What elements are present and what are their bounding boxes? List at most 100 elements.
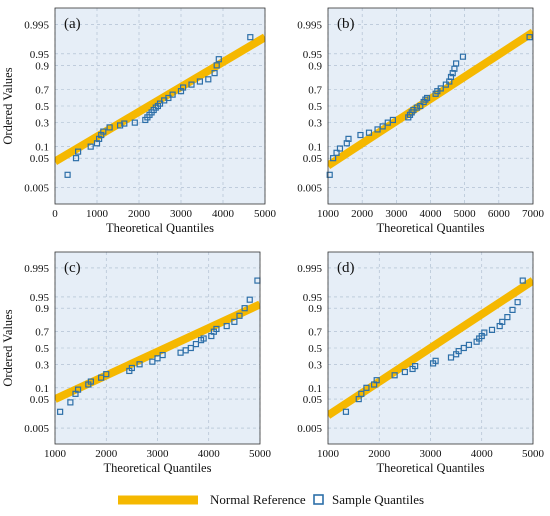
sample-quantile-point [437, 85, 444, 92]
y-tick-label: 0.005 [24, 423, 49, 435]
y-tick-label: 0.995 [297, 19, 322, 31]
sample-quantile-point [211, 70, 218, 77]
y-axis-label: Ordered Values [1, 309, 15, 386]
sample-quantile-point [453, 60, 460, 67]
x-tick-label: 2000 [368, 448, 391, 460]
sample-quantile-point [67, 399, 74, 406]
y-tick-label: 0.5 [308, 343, 322, 355]
y-tick-label: 0.3 [308, 118, 322, 130]
x-tick-label: 3000 [170, 208, 193, 220]
y-tick-label: 0.7 [308, 327, 322, 339]
y-tick-label: 0.05 [303, 394, 323, 406]
sample-quantile-point [241, 305, 248, 312]
sample-quantile-point [330, 155, 337, 162]
sample-quantile-point [74, 148, 82, 155]
x-tick-label: 1000 [317, 448, 340, 460]
sample-quantile-point [488, 326, 496, 333]
panels: 0 1000 2000 3000 4000 5000 0.005 0.05 0.1 0.3 0.5 0… [1, 7, 545, 475]
sample-quantile-point [180, 84, 187, 91]
sample-quantile-point [149, 358, 156, 365]
sample-quantile-point [391, 372, 398, 379]
sample-quantile-point [447, 73, 455, 81]
y-tick-label: 0.95 [303, 49, 323, 61]
sample-quantile-point [116, 122, 124, 129]
x-axis-label: Theoretical Quantiles [377, 221, 485, 235]
sample-quantile-point [247, 34, 254, 41]
x-tick-label: 5000 [454, 208, 477, 220]
x-tick-label: 1000 [317, 208, 340, 220]
sample-quantile-point [401, 368, 408, 376]
panel-label: (b) [337, 16, 355, 32]
sample-quantile-point [236, 312, 243, 319]
sample-quantile-point [363, 384, 370, 391]
x-tick-label: 2000 [95, 448, 118, 460]
x-tick-label: 2000 [128, 208, 151, 220]
panel-label: (c) [64, 260, 81, 276]
sample-quantile-point [389, 116, 397, 124]
x-tick-label: 5000 [254, 208, 277, 220]
normal-reference-line [55, 33, 265, 165]
sample-quantile-point [499, 318, 506, 325]
sample-quantile-point [165, 94, 172, 102]
y-tick-label: 0.3 [35, 118, 49, 130]
sample-quantile-point [98, 374, 105, 381]
x-axis-label: Theoretical Quantiles [106, 221, 214, 235]
sample-quantile-point [246, 296, 253, 303]
x-tick-label: 0 [52, 208, 58, 220]
sample-quantile-point [136, 361, 143, 368]
y-tick-label: 0.005 [297, 423, 322, 435]
sample-quantile-point [57, 408, 64, 415]
sample-quantile-point [231, 318, 238, 325]
sample-quantile-point [417, 102, 424, 110]
sample-quantile-point [74, 386, 82, 393]
legend-normal-reference-label: Normal Reference [210, 492, 306, 507]
x-tick-label: 4000 [198, 448, 221, 460]
sample-quantile-point [365, 129, 373, 136]
y-tick-label: 0.995 [24, 19, 49, 31]
plot-frame [54, 7, 266, 205]
sample-quantile-point [358, 390, 365, 397]
x-tick-label: 4000 [471, 448, 494, 460]
sample-quantile-point [465, 341, 473, 348]
y-axis-label: Ordered Values [1, 67, 15, 144]
y-tick-label: 0.1 [35, 383, 49, 395]
sample-quantile-point [64, 171, 71, 178]
sample-quantile-point [509, 306, 516, 313]
x-tick-label: 2000 [351, 208, 374, 220]
y-tick-label: 0.7 [35, 327, 49, 339]
y-tick-label: 0.005 [24, 183, 49, 195]
y-tick-label: 0.7 [308, 84, 322, 96]
sample-quantile-point [205, 76, 212, 83]
sample-quantile-point [412, 363, 419, 370]
sample-quantile-point [345, 135, 352, 142]
sample-quantile-point [432, 357, 439, 364]
sample-quantile-point [449, 70, 456, 77]
sample-quantile-point [526, 34, 533, 41]
sample-quantile-point [215, 56, 222, 63]
sample-quantile-point [213, 325, 220, 333]
sample-quantile-point [103, 371, 110, 378]
legend: Normal Reference Sample Quantiles [118, 492, 424, 507]
panel-4: 1000 2000 3000 4000 5000 0.005 0.050.1 0.3 0.5 0.… [297, 251, 545, 475]
sample-quantile-point [447, 354, 455, 361]
sample-quantile-point [156, 100, 164, 107]
y-tick-label: 0.9 [308, 303, 322, 315]
y-tick-label: 0.9 [35, 60, 49, 72]
sample-quantile-point [504, 314, 511, 321]
x-tick-label: 4000 [420, 208, 443, 220]
sample-quantile-point [459, 53, 467, 60]
sample-quantile-point [373, 377, 380, 384]
y-tick-label: 0.1 [308, 142, 322, 154]
x-tick-label: 3000 [385, 208, 408, 220]
plot-frame [327, 251, 534, 445]
legend-sample-quantiles-label: Sample Quantiles [332, 492, 424, 507]
y-tick-label: 0.005 [297, 183, 322, 195]
sample-quantile-point [188, 81, 195, 88]
y-tick-label: 0.3 [308, 359, 322, 371]
sample-quantile-point [336, 145, 344, 152]
y-tick-label: 0.3 [35, 359, 49, 371]
y-tick-label: 0.995 [297, 263, 322, 275]
sample-quantile-point [106, 124, 113, 131]
panel-label: (d) [337, 260, 355, 276]
y-tick-label: 0.95 [30, 49, 50, 61]
